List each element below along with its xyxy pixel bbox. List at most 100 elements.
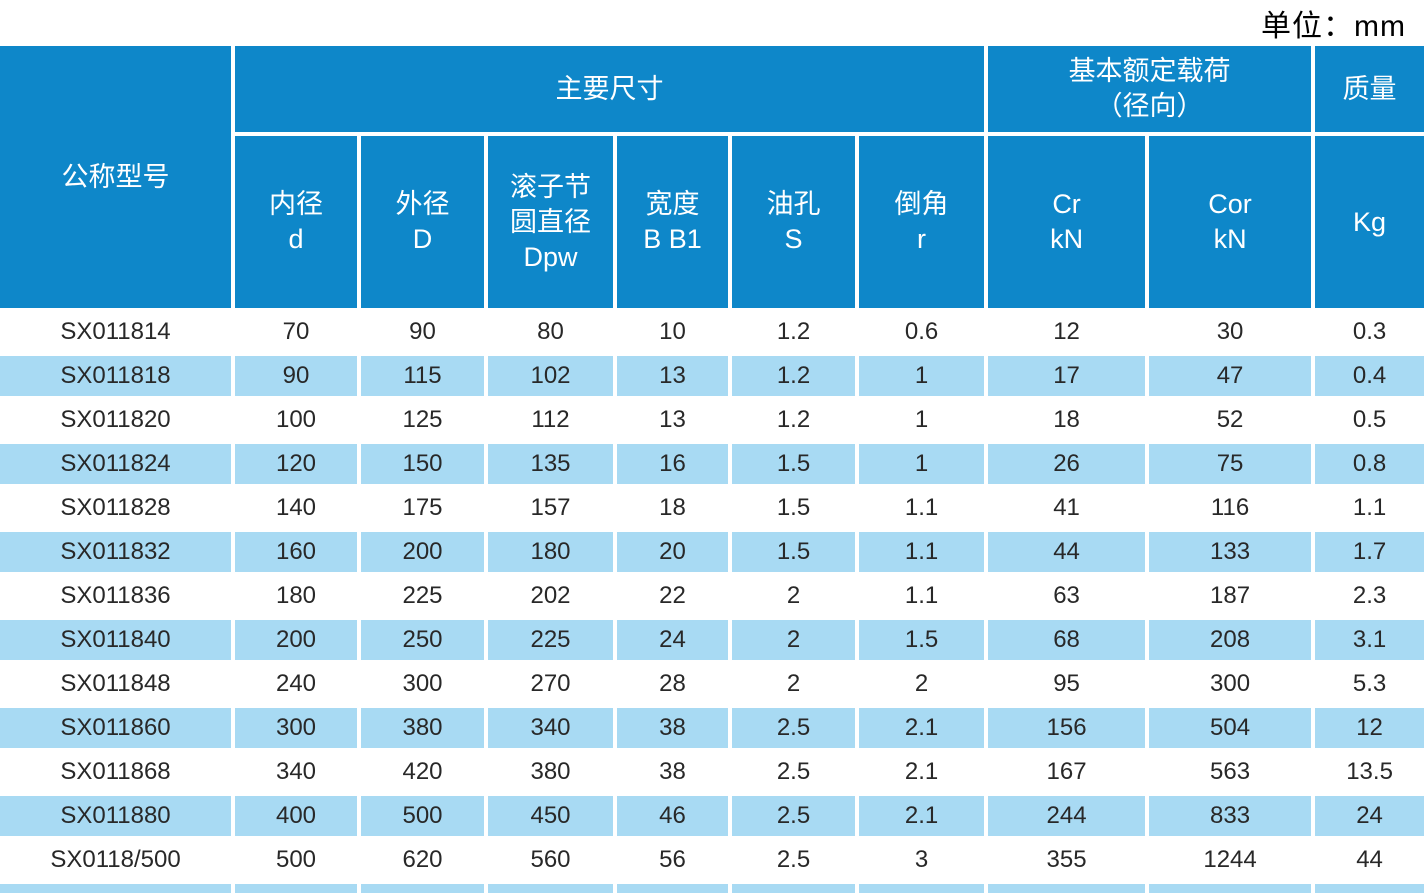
header-row-top: 公称型号 主要尺寸 基本额定载荷 （径向） 质量 [0, 46, 1424, 312]
header-main-dimensions: 主要尺寸 [230, 46, 989, 136]
table-row: SX011868 340 420 380 38 2.5 2.1 167 563 … [0, 748, 1424, 796]
value-cell: 2 [728, 572, 859, 620]
value-cell: 150 [357, 440, 488, 488]
value-cell: 38 [613, 704, 732, 752]
value-cell: 1.1 [854, 572, 989, 620]
value-cell: 63 [984, 572, 1150, 620]
header-cr-symbol: Cr [1052, 189, 1081, 219]
model-cell: SX011868 [0, 748, 235, 796]
header-inner-diameter: 内径 d [231, 132, 361, 312]
value-cell: 135 [484, 440, 617, 488]
value-cell: 1.1 [1311, 484, 1424, 532]
value-cell: 156 [984, 704, 1150, 752]
header-chamfer-symbol: r [917, 224, 927, 254]
model-cell: SX011820 [0, 396, 235, 444]
value-cell: 270 [484, 660, 617, 708]
value-cell: 133 [1145, 528, 1316, 576]
header-oil-hole: 油孔 S [728, 132, 859, 312]
value-cell: 560 [484, 836, 617, 884]
value-cell [484, 880, 617, 893]
value-cell: 2.1 [854, 792, 989, 840]
value-cell: 187 [1145, 572, 1316, 620]
value-cell: 167 [984, 748, 1150, 796]
model-cell: SX011824 [0, 440, 235, 488]
table-row: SX011832 160 200 180 20 1.5 1.1 44 133 1… [0, 528, 1424, 576]
value-cell: 41 [984, 484, 1150, 532]
value-cell: 75 [1145, 440, 1316, 488]
value-cell: 300 [1145, 660, 1316, 708]
value-cell [728, 880, 859, 893]
value-cell: 1 [854, 440, 989, 488]
value-cell: 12 [984, 308, 1150, 356]
header-outer-diameter: 外径 D [357, 132, 488, 312]
value-cell: 18 [984, 396, 1150, 444]
value-cell: 563 [1145, 748, 1316, 796]
value-cell: 157 [484, 484, 617, 532]
value-cell: 80 [484, 308, 617, 356]
value-cell: 175 [357, 484, 488, 532]
value-cell: 2.5 [728, 748, 859, 796]
value-cell: 225 [484, 616, 617, 664]
value-cell: 20 [613, 528, 732, 576]
value-cell: 3 [854, 836, 989, 884]
value-cell: 52 [1145, 396, 1316, 444]
value-cell: 18 [613, 484, 732, 532]
table-row: SX0118/500 500 620 560 56 2.5 3 355 1244… [0, 836, 1424, 884]
table-body: SX011814 70 90 80 10 1.2 0.6 12 30 0.3 S… [0, 308, 1424, 893]
value-cell: 28 [613, 660, 732, 708]
value-cell: 38 [613, 748, 732, 796]
value-cell: 380 [357, 704, 488, 752]
value-cell: 1.5 [854, 616, 989, 664]
value-cell: 0.5 [1311, 396, 1424, 444]
value-cell: 120 [231, 440, 361, 488]
value-cell: 112 [484, 396, 617, 444]
header-mass-unit: Kg [1311, 132, 1424, 312]
value-cell: 56 [613, 836, 732, 884]
value-cell: 17 [984, 352, 1150, 400]
value-cell: 1.5 [728, 440, 859, 488]
model-cell [0, 880, 235, 893]
unit-label: 单位：mm [1261, 10, 1406, 43]
value-cell: 300 [231, 704, 361, 752]
value-cell: 1.2 [728, 352, 859, 400]
value-cell [357, 880, 488, 893]
header-roller-pitch-line2: 圆直径 [510, 206, 591, 237]
value-cell: 833 [1145, 792, 1316, 840]
model-cell: SX011814 [0, 308, 235, 356]
value-cell: 1.2 [728, 308, 859, 356]
value-cell: 3.1 [1311, 616, 1424, 664]
model-cell: SX011828 [0, 484, 235, 532]
model-cell: SX011840 [0, 616, 235, 664]
value-cell [231, 880, 361, 893]
value-cell: 100 [231, 396, 361, 444]
value-cell: 140 [231, 484, 361, 532]
header-outer-diameter-label: 外径 [395, 189, 450, 219]
value-cell: 44 [984, 528, 1150, 576]
table-header: 公称型号 主要尺寸 基本额定载荷 （径向） 质量 内径 d 外径 D 滚子 [0, 46, 1424, 312]
header-inner-diameter-symbol: d [288, 224, 304, 254]
value-cell: 200 [231, 616, 361, 664]
header-roller-pitch-symbol: Dpw [523, 241, 578, 272]
header-outer-diameter-symbol: D [412, 224, 433, 254]
header-model: 公称型号 [0, 46, 235, 312]
value-cell: 30 [1145, 308, 1316, 356]
header-roller-pitch-line1: 滚子节 [510, 171, 591, 202]
value-cell: 450 [484, 792, 617, 840]
header-oil-hole-label: 油孔 [766, 189, 821, 219]
header-cor-symbol: Cor [1208, 189, 1252, 219]
value-cell: 90 [357, 308, 488, 356]
value-cell: 340 [484, 704, 617, 752]
value-cell: 180 [231, 572, 361, 620]
value-cell: 2 [728, 660, 859, 708]
value-cell: 1.7 [1311, 528, 1424, 576]
value-cell: 1 [854, 352, 989, 400]
model-cell: SX011836 [0, 572, 235, 620]
header-chamfer: 倒角 r [854, 132, 989, 312]
value-cell: 340 [231, 748, 361, 796]
table-row: SX011848 240 300 270 28 2 2 95 300 5.3 [0, 660, 1424, 708]
value-cell: 1.2 [728, 396, 859, 444]
value-cell: 115 [357, 352, 488, 400]
value-cell: 202 [484, 572, 617, 620]
table-row: SX011824 120 150 135 16 1.5 1 26 75 0.8 [0, 440, 1424, 488]
value-cell: 16 [613, 440, 732, 488]
